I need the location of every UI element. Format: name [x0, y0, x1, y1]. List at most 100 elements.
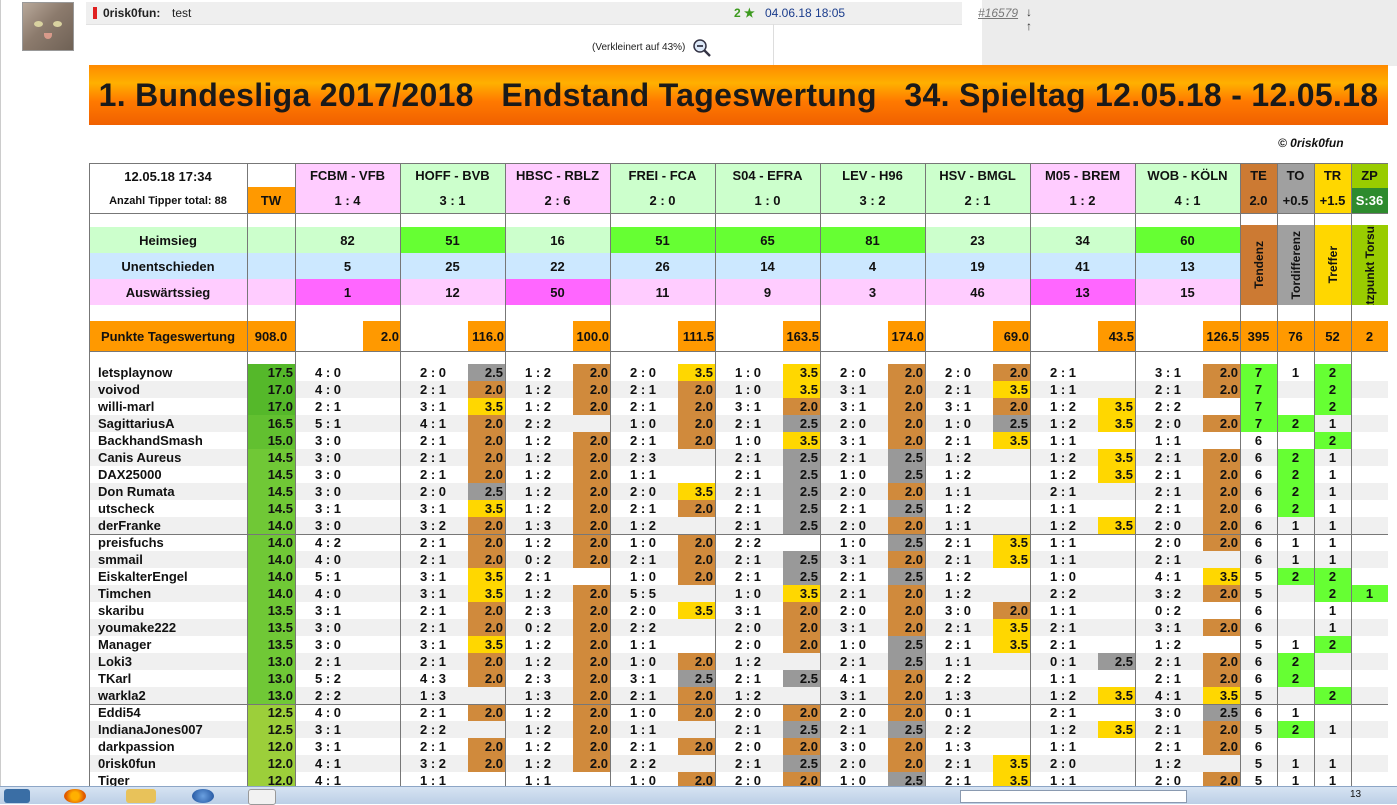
player-tip: 2 : 0: [820, 364, 888, 381]
player-points: 2.0: [678, 772, 715, 789]
player-points: 2.0: [468, 602, 505, 619]
punkte-blank-0: [295, 321, 363, 351]
bonus-label-1: Tordifferenz: [1277, 225, 1314, 305]
player-points: 2.0: [888, 398, 925, 415]
player-points: [363, 772, 400, 789]
post-subject[interactable]: test: [172, 6, 192, 20]
player-tip: 1 : 1: [505, 772, 573, 789]
player-tip: 2 : 0: [715, 704, 783, 721]
player-bonus-1: 2: [1277, 466, 1314, 483]
player-points: [1098, 704, 1135, 721]
player-tip: 1 : 0: [715, 432, 783, 449]
player-tip: 4 : 0: [295, 585, 363, 602]
player-tip: 2 : 1: [715, 551, 783, 568]
player-points: 3.5: [468, 398, 505, 415]
game-name-5: LEV - H96: [820, 163, 925, 188]
player-points: 2.5: [783, 721, 820, 738]
player-tip: 3 : 1: [715, 602, 783, 619]
player-tip: 1 : 2: [925, 568, 993, 585]
player-points: 2.5: [888, 721, 925, 738]
player-bonus-0: 6: [1240, 704, 1277, 721]
player-points: 2.5: [783, 449, 820, 466]
player-points: 2.0: [1203, 381, 1240, 398]
stat-unent-0: 5: [295, 253, 400, 279]
post-rating: 2 ★: [734, 6, 755, 20]
player-tip: 2 : 0: [715, 738, 783, 755]
player-points: 2.0: [783, 619, 820, 636]
player-tip: 2 : 0: [820, 517, 888, 534]
browser-icon[interactable]: [192, 789, 214, 803]
player-points: 2.0: [678, 551, 715, 568]
player-tip: 3 : 2: [400, 517, 468, 534]
player-points: [1098, 602, 1135, 619]
player-tip: 1 : 2: [1030, 721, 1098, 738]
zoom-out-icon[interactable]: [692, 38, 712, 58]
player-bonus-2: 2: [1314, 381, 1351, 398]
player-tip: 1 : 0: [1030, 568, 1098, 585]
player-bonus-3: [1351, 602, 1388, 619]
player-bonus-1: 2: [1277, 415, 1314, 432]
player-total: 14.5: [247, 483, 295, 500]
post-author[interactable]: 0risk0fun:: [103, 6, 161, 20]
player-tip: 2 : 1: [820, 721, 888, 738]
player-tip: 0 : 2: [505, 619, 573, 636]
start-button[interactable]: [4, 789, 30, 803]
player-points: 2.0: [468, 619, 505, 636]
firefox-icon[interactable]: [64, 789, 86, 803]
player-tip: 4 : 0: [295, 551, 363, 568]
player-points: [363, 449, 400, 466]
player-points: 2.0: [573, 653, 610, 670]
grid-v: [505, 163, 506, 789]
punkte-game-2: 100.0: [573, 321, 611, 351]
player-points: 2.0: [888, 704, 925, 721]
player-points: 3.5: [468, 585, 505, 602]
player-points: [993, 483, 1030, 500]
right-gray-area: [982, 0, 1397, 66]
player-tip: 5 : 1: [295, 568, 363, 585]
stat-unent-1: 25: [400, 253, 505, 279]
player-points: 3.5: [993, 432, 1030, 449]
player-points: 2.0: [1203, 415, 1240, 432]
folder-icon[interactable]: [126, 789, 156, 803]
stat-heim-1: 51: [400, 227, 505, 253]
player-tip: 1 : 1: [1030, 381, 1098, 398]
player-points: [993, 704, 1030, 721]
player-tip: 3 : 1: [715, 398, 783, 415]
grid-v: [1135, 163, 1136, 789]
results-table: 12.05.18 17:34 Anzahl Tipper total: 88 TW F…: [89, 163, 1388, 803]
player-name: TKarl: [89, 670, 247, 687]
player-bonus-1: 2: [1277, 483, 1314, 500]
player-tip: 1 : 2: [925, 500, 993, 517]
player-bonus-0: 6: [1240, 500, 1277, 517]
player-bonus-0: 6: [1240, 551, 1277, 568]
player-tip: 2 : 1: [1135, 670, 1203, 687]
user-avatar[interactable]: [22, 2, 74, 51]
taskbar-search[interactable]: [960, 790, 1187, 803]
stat-label-unent: Unentschieden: [89, 253, 247, 279]
grid-v: [1277, 163, 1278, 789]
player-points: 2.0: [783, 398, 820, 415]
player-points: [363, 755, 400, 772]
game-result-6: 2 : 1: [925, 188, 1030, 213]
player-points: [1098, 551, 1135, 568]
player-points: 2.0: [1203, 619, 1240, 636]
player-tip: 2 : 1: [715, 449, 783, 466]
player-points: 2.0: [1203, 364, 1240, 381]
player-name: Don Rumata: [89, 483, 247, 500]
player-bonus-0: 5: [1240, 585, 1277, 602]
player-bonus-0: 5: [1240, 568, 1277, 585]
player-points: 2.0: [1203, 517, 1240, 534]
player-points: 2.0: [678, 704, 715, 721]
post-id-link[interactable]: #16579: [978, 6, 1019, 20]
player-bonus-3: [1351, 534, 1388, 551]
player-points: 2.0: [888, 483, 925, 500]
player-points: 2.0: [573, 738, 610, 755]
stat-heim-7: 34: [1030, 227, 1135, 253]
player-bonus-0: 5: [1240, 721, 1277, 738]
player-tip: 2 : 1: [400, 432, 468, 449]
punkte-game-3: 111.5: [678, 321, 716, 351]
player-tip: 1 : 2: [505, 721, 573, 738]
player-tip: 3 : 1: [1135, 619, 1203, 636]
game-name-0: FCBM - VFB: [295, 163, 400, 188]
post-nav-arrows[interactable]: ↓ ↑: [1026, 5, 1032, 33]
